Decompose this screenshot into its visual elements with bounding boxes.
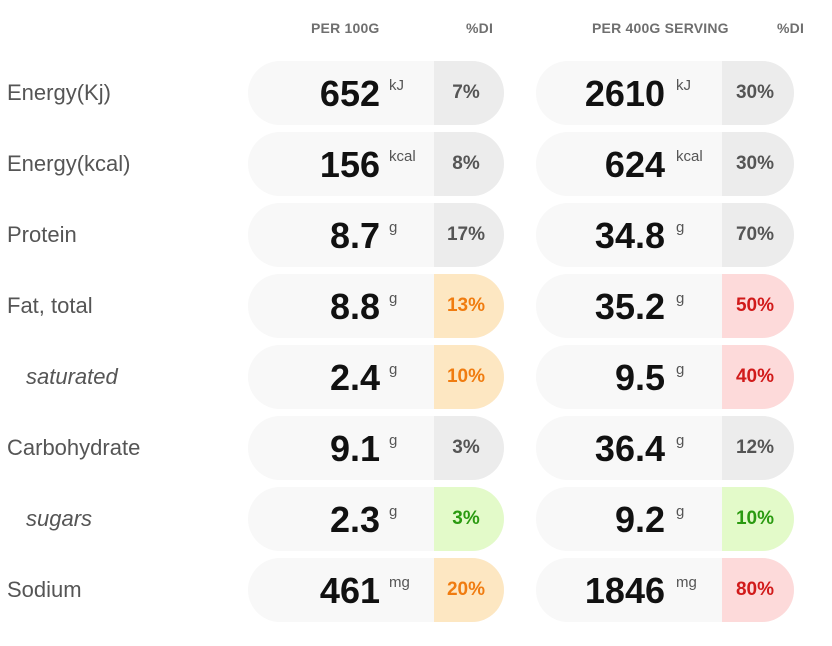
header-di-100g: %DI: [466, 20, 494, 36]
per-100g-cell: 461 mg 20%: [248, 558, 504, 622]
nutrient-label: Energy(Kj): [7, 80, 111, 105]
nutrient-value: 156: [319, 144, 380, 185]
daily-intake-percent: 13%: [434, 274, 504, 338]
per-100g-cell: 8.7 g 17%: [248, 203, 504, 267]
nutrient-label: saturated: [26, 364, 118, 389]
nutrient-unit: kcal: [389, 148, 416, 165]
per-100g-cell: 2.3 g 3%: [248, 487, 504, 551]
nutrient-value: 1846: [584, 570, 665, 611]
header-per-serving: PER 400G SERVING: [592, 20, 729, 36]
table-row: Fat, total 8.8 g 13% 35.2 g 50%: [0, 274, 832, 338]
table-row: Sodium 461 mg 20% 1846 mg 80%: [0, 558, 832, 622]
per-100g-cell: 2.4 g 10%: [248, 345, 504, 409]
nutrient-label: Carbohydrate: [7, 435, 141, 460]
nutrient-label: sugars: [26, 506, 93, 531]
daily-intake-percent: 70%: [722, 203, 794, 267]
nutrient-unit: mg: [676, 574, 697, 591]
nutrient-value: 9.1: [329, 428, 380, 469]
per-100g-cell: 652 kJ 7%: [248, 61, 504, 125]
daily-intake-percent: 3%: [434, 416, 504, 480]
nutrient-unit: mg: [389, 574, 410, 591]
daily-intake-percent: 50%: [722, 274, 794, 338]
daily-intake-percent: 80%: [722, 558, 794, 622]
nutrient-value: 2.4: [329, 357, 380, 398]
nutrient-label: Fat, total: [7, 293, 93, 318]
per-serving-cell: 35.2 g 50%: [536, 274, 794, 338]
per-100g-cell: 8.8 g 13%: [248, 274, 504, 338]
header-per-100g: PER 100G: [311, 20, 380, 36]
table-row: saturated 2.4 g 10% 9.5 g 40%: [0, 345, 832, 409]
nutrient-value: 652: [319, 73, 380, 114]
daily-intake-percent: 20%: [434, 558, 504, 622]
nutrient-unit: g: [676, 361, 685, 378]
nutrient-unit: kJ: [389, 77, 404, 94]
nutrient-value: 2610: [584, 73, 665, 114]
nutrient-value: 8.8: [329, 286, 380, 327]
daily-intake-percent: 10%: [434, 345, 504, 409]
nutrient-unit: g: [389, 219, 398, 236]
nutrient-value: 8.7: [329, 215, 380, 256]
daily-intake-percent: 17%: [434, 203, 504, 267]
nutrient-value: 35.2: [594, 286, 665, 327]
daily-intake-percent: 12%: [722, 416, 794, 480]
per-serving-cell: 36.4 g 12%: [536, 416, 794, 480]
daily-intake-percent: 40%: [722, 345, 794, 409]
nutrient-value: 34.8: [594, 215, 665, 256]
header-di-serving: %DI: [777, 20, 805, 36]
nutrient-value: 2.3: [329, 499, 380, 540]
nutrient-label: Energy(kcal): [7, 151, 131, 176]
table-row: Energy(kcal) 156 kcal 8% 624 kcal 30%: [0, 132, 832, 196]
nutrient-value: 9.2: [614, 499, 665, 540]
nutrient-unit: g: [676, 503, 685, 520]
per-serving-cell: 34.8 g 70%: [536, 203, 794, 267]
nutrient-unit: g: [676, 219, 685, 236]
daily-intake-percent: 10%: [722, 487, 794, 551]
nutrient-unit: kcal: [676, 148, 703, 165]
per-serving-cell: 624 kcal 30%: [536, 132, 794, 196]
per-100g-cell: 156 kcal 8%: [248, 132, 504, 196]
nutrient-unit: g: [389, 432, 398, 449]
per-serving-cell: 9.2 g 10%: [536, 487, 794, 551]
table-row: Carbohydrate 9.1 g 3% 36.4 g 12%: [0, 416, 832, 480]
nutrient-label: Sodium: [7, 577, 82, 602]
per-100g-cell: 9.1 g 3%: [248, 416, 504, 480]
per-serving-cell: 2610 kJ 30%: [536, 61, 794, 125]
nutrient-unit: g: [389, 503, 398, 520]
table-row: Energy(Kj) 652 kJ 7% 2610 kJ 30%: [0, 61, 832, 125]
nutrient-value: 624: [604, 144, 665, 185]
per-serving-cell: 1846 mg 80%: [536, 558, 794, 622]
nutrient-value: 36.4: [594, 428, 665, 469]
daily-intake-percent: 30%: [722, 61, 794, 125]
table-row: sugars 2.3 g 3% 9.2 g 10%: [0, 487, 832, 551]
nutrient-unit: g: [389, 361, 398, 378]
nutrient-value: 9.5: [614, 357, 665, 398]
daily-intake-percent: 30%: [722, 132, 794, 196]
daily-intake-percent: 8%: [434, 132, 504, 196]
nutrient-unit: g: [676, 432, 685, 449]
table-row: Protein 8.7 g 17% 34.8 g 70%: [0, 203, 832, 267]
per-serving-cell: 9.5 g 40%: [536, 345, 794, 409]
nutrient-unit: g: [389, 290, 398, 307]
nutrient-unit: kJ: [676, 77, 691, 94]
daily-intake-percent: 3%: [434, 487, 504, 551]
daily-intake-percent: 7%: [434, 61, 504, 125]
nutrient-value: 461: [319, 570, 380, 611]
nutrient-unit: g: [676, 290, 685, 307]
nutrient-label: Protein: [7, 222, 77, 247]
